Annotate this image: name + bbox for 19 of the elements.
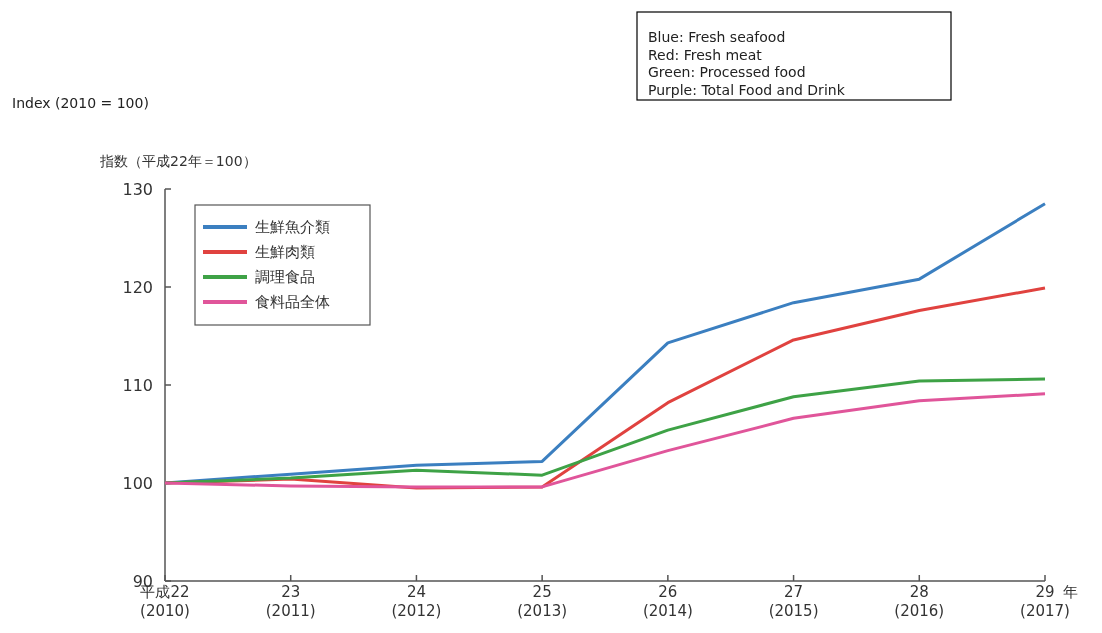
- legend-label: 調理食品: [255, 268, 315, 287]
- x-tick-label: 24 (2012): [391, 583, 442, 620]
- y-tick-label: 100: [122, 473, 153, 493]
- x-tick-label: 23 (2011): [265, 583, 316, 620]
- line-series: [163, 392, 1047, 489]
- legend-label: 生鮮肉類: [255, 243, 315, 262]
- text: Index (2010 = 100): [12, 95, 149, 111]
- legend-label: 生鮮魚介類: [255, 218, 330, 237]
- text: Blue: Fresh seafood Red: Fresh meat Green: Processed food Purple: Total Food and Drink: [648, 29, 846, 98]
- x-tick-label: 27 (2015): [768, 583, 819, 620]
- y-tick-label: 120: [122, 277, 153, 297]
- y-tick-label: 110: [122, 375, 153, 395]
- x-tick-label: 28 (2016): [894, 583, 945, 620]
- x-tick-label: 26 (2014): [642, 583, 693, 620]
- y-axis-title: 指数（平成22年＝100）: [99, 153, 257, 169]
- legend-label: 食料品全体: [255, 293, 330, 312]
- line-series: [163, 377, 1047, 485]
- x-tick-label: 25 (2013): [517, 583, 568, 620]
- y-tick-label: 130: [122, 179, 153, 199]
